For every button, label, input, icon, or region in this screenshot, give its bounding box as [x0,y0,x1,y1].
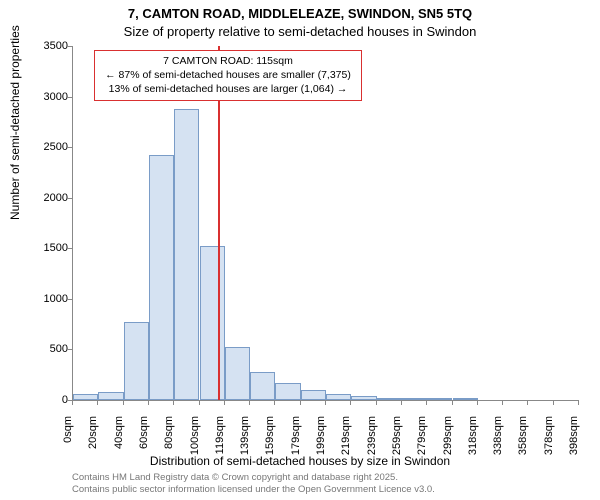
y-tick-label: 1500 [44,242,68,254]
x-tick-mark [477,400,478,405]
histogram-bar [73,394,98,400]
y-tick-mark [67,248,72,249]
y-axis-label: Number of semi-detached properties [8,25,22,220]
x-tick-mark [300,400,301,405]
x-tick-mark [553,400,554,405]
x-tick-mark [376,400,377,405]
x-tick-mark [578,400,579,405]
histogram-bar [326,394,351,400]
y-tick-mark [67,97,72,98]
y-tick-label: 1000 [44,293,68,305]
x-tick-mark [426,400,427,405]
histogram-bar [98,392,123,400]
histogram-bar [225,347,250,400]
x-tick-mark [224,400,225,405]
x-tick-mark [148,400,149,405]
chart-title-main: 7, CAMTON ROAD, MIDDLELEAZE, SWINDON, SN… [0,6,600,21]
histogram-bar [124,322,149,400]
x-tick-mark [401,400,402,405]
x-tick-mark [173,400,174,405]
x-tick-mark [72,400,73,405]
histogram-bar [275,383,300,400]
x-tick-mark [123,400,124,405]
x-tick-mark [350,400,351,405]
y-tick-mark [67,147,72,148]
y-tick-label: 2000 [44,192,68,204]
annotation-box: 7 CAMTON ROAD: 115sqm ← 87% of semi-deta… [94,50,362,101]
x-tick-mark [199,400,200,405]
chart-container: 7, CAMTON ROAD, MIDDLELEAZE, SWINDON, SN… [0,0,600,500]
histogram-bar [427,398,452,400]
chart-title-sub: Size of property relative to semi-detach… [0,24,600,39]
footer-line2: Contains public sector information licen… [72,484,435,496]
histogram-bar [149,155,174,400]
histogram-bar [301,390,326,400]
x-tick-mark [452,400,453,405]
histogram-bar [250,372,275,400]
histogram-bar [453,398,478,400]
y-tick-mark [67,299,72,300]
annotation-line1: 7 CAMTON ROAD: 115sqm [101,54,355,68]
x-tick-mark [325,400,326,405]
y-tick-label: 2500 [44,141,68,153]
y-tick-mark [67,198,72,199]
histogram-bar [402,398,427,400]
footer-attribution: Contains HM Land Registry data © Crown c… [72,472,435,496]
histogram-bar [377,398,402,400]
y-tick-label: 3500 [44,40,68,52]
x-tick-mark [97,400,98,405]
histogram-bar [174,109,199,400]
x-tick-mark [274,400,275,405]
x-tick-mark [527,400,528,405]
y-tick-mark [67,349,72,350]
annotation-line2: ← 87% of semi-detached houses are smalle… [101,68,355,82]
footer-line1: Contains HM Land Registry data © Crown c… [72,472,435,484]
y-tick-mark [67,46,72,47]
annotation-line3: 13% of semi-detached houses are larger (… [101,82,355,96]
y-tick-label: 3000 [44,91,68,103]
histogram-bar [351,396,376,400]
x-axis-label: Distribution of semi-detached houses by … [0,454,600,468]
x-tick-mark [249,400,250,405]
y-tick-label: 500 [50,343,68,355]
x-tick-mark [502,400,503,405]
histogram-bar [200,246,225,400]
